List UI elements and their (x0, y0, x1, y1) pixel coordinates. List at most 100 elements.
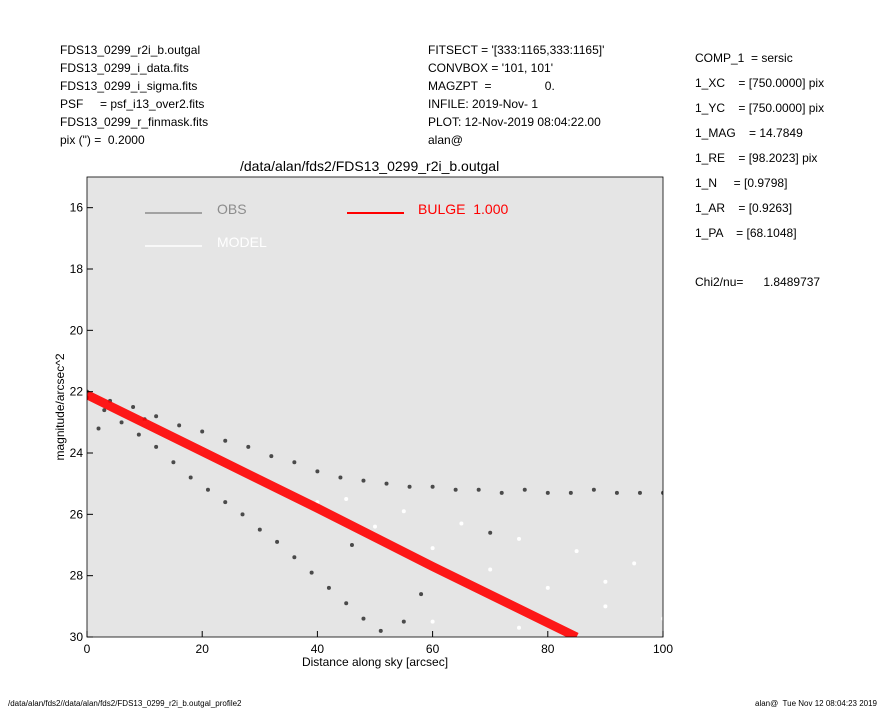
data-point (344, 497, 349, 501)
data-point (102, 408, 107, 413)
y-tick-label: 20 (70, 323, 84, 337)
data-point (637, 490, 642, 495)
data-point (661, 616, 663, 621)
data-point (373, 524, 377, 529)
header-left: FDS13_0299_r2i_b.outgal (60, 43, 200, 57)
header-middle: alan@ (428, 133, 463, 147)
plot-background (87, 177, 663, 637)
data-point (517, 536, 521, 541)
data-point (384, 481, 389, 486)
data-point (614, 490, 619, 495)
data-point (459, 521, 464, 526)
data-point (603, 579, 608, 584)
data-point (205, 487, 210, 492)
header-right: 1_RE = [98.2023] pix (695, 151, 817, 165)
data-point (131, 405, 136, 409)
header-right: 1_PA = [68.1048] (695, 226, 797, 240)
header-middle: MAGZPT = 0. (428, 79, 555, 93)
data-point (522, 487, 527, 492)
header-right: 1_MAG = 14.7849 (695, 126, 803, 140)
data-point (476, 487, 481, 492)
data-point (200, 429, 205, 434)
data-point (545, 490, 550, 495)
header-middle: CONVBOX = '101, 101' (428, 61, 553, 75)
data-point (154, 444, 159, 449)
data-point (574, 549, 579, 554)
header-middle: INFILE: 2019-Nov- 1 (428, 97, 538, 111)
header-right: 1_N = [0.9798] (695, 176, 787, 190)
data-point (171, 460, 176, 465)
data-point (378, 628, 383, 633)
data-point (119, 420, 124, 425)
x-tick-label: 0 (84, 642, 91, 656)
data-point (275, 539, 280, 544)
y-tick-label: 30 (70, 630, 84, 644)
chart-title: /data/alan/fds2/FDS13_0299_r2i_b.outgal (240, 158, 499, 174)
data-point (568, 490, 573, 495)
header-left: FDS13_0299_i_data.fits (60, 61, 189, 75)
data-point (154, 414, 159, 419)
header-right: 1_YC = [750.0000] pix (695, 101, 824, 115)
plot-frame (86, 176, 664, 638)
legend-label: MODEL (217, 234, 267, 250)
y-axis-label: magnitude/arcsec^2 (53, 353, 67, 460)
header-left: FDS13_0299_i_sigma.fits (60, 79, 197, 93)
data-point (401, 619, 406, 624)
data-point (361, 478, 366, 483)
x-tick-label: 80 (541, 642, 555, 656)
header-middle: PLOT: 12-Nov-2019 08:04:22.00 (428, 115, 601, 129)
data-point (96, 426, 101, 431)
legend-label: OBS (217, 201, 247, 217)
header-left: PSF = psf_i13_over2.fits (60, 97, 204, 111)
data-point (223, 500, 228, 505)
data-point (661, 490, 663, 495)
data-point (315, 469, 320, 474)
x-tick-label: 100 (653, 642, 673, 656)
data-point (632, 561, 637, 566)
legend-label: BULGE 1.000 (418, 201, 508, 217)
data-point (223, 438, 228, 443)
y-tick-label: 18 (70, 262, 84, 276)
data-point (269, 454, 274, 459)
chi2: Chi2/nu= 1.8489737 (695, 275, 820, 289)
x-tick-label: 60 (426, 642, 440, 656)
y-tick-label: 26 (70, 507, 84, 521)
data-point (430, 546, 435, 551)
data-point (430, 619, 435, 624)
data-point (326, 585, 331, 590)
data-point (401, 509, 406, 514)
x-axis-label: Distance along sky [arcsec] (302, 655, 448, 669)
data-point (309, 570, 314, 575)
header-right: COMP_1 = sersic (695, 51, 793, 65)
data-point (419, 592, 424, 597)
data-point (177, 423, 182, 428)
data-point (361, 616, 366, 621)
data-point (517, 625, 521, 630)
header-right: 1_AR = [0.9263] (695, 201, 792, 215)
data-point (136, 432, 141, 437)
header-middle: FITSECT = '[333:1165,333:1165]' (428, 43, 604, 57)
y-tick-label: 24 (70, 446, 84, 460)
data-point (430, 484, 435, 489)
plot-area (87, 389, 663, 637)
data-point (603, 604, 608, 609)
header-left: FDS13_0299_r_finmask.fits (60, 115, 208, 129)
footer-right: alan@ Tue Nov 12 08:04:23 2019 (755, 699, 878, 708)
data-point (407, 484, 412, 489)
x-tick-label: 20 (196, 642, 210, 656)
data-point (488, 530, 493, 535)
header-right: 1_XC = [750.0000] pix (695, 76, 824, 90)
y-tick-label: 16 (70, 201, 84, 215)
data-point (292, 460, 297, 465)
header-left: pix (") = 0.2000 (60, 133, 145, 147)
y-tick-label: 22 (70, 385, 84, 399)
data-point (344, 601, 349, 606)
data-point (499, 490, 504, 495)
data-point (349, 543, 354, 547)
y-tick-label: 28 (70, 569, 84, 583)
data-point (246, 444, 251, 449)
data-point (338, 475, 343, 480)
data-point (257, 527, 262, 532)
data-point (292, 555, 297, 560)
